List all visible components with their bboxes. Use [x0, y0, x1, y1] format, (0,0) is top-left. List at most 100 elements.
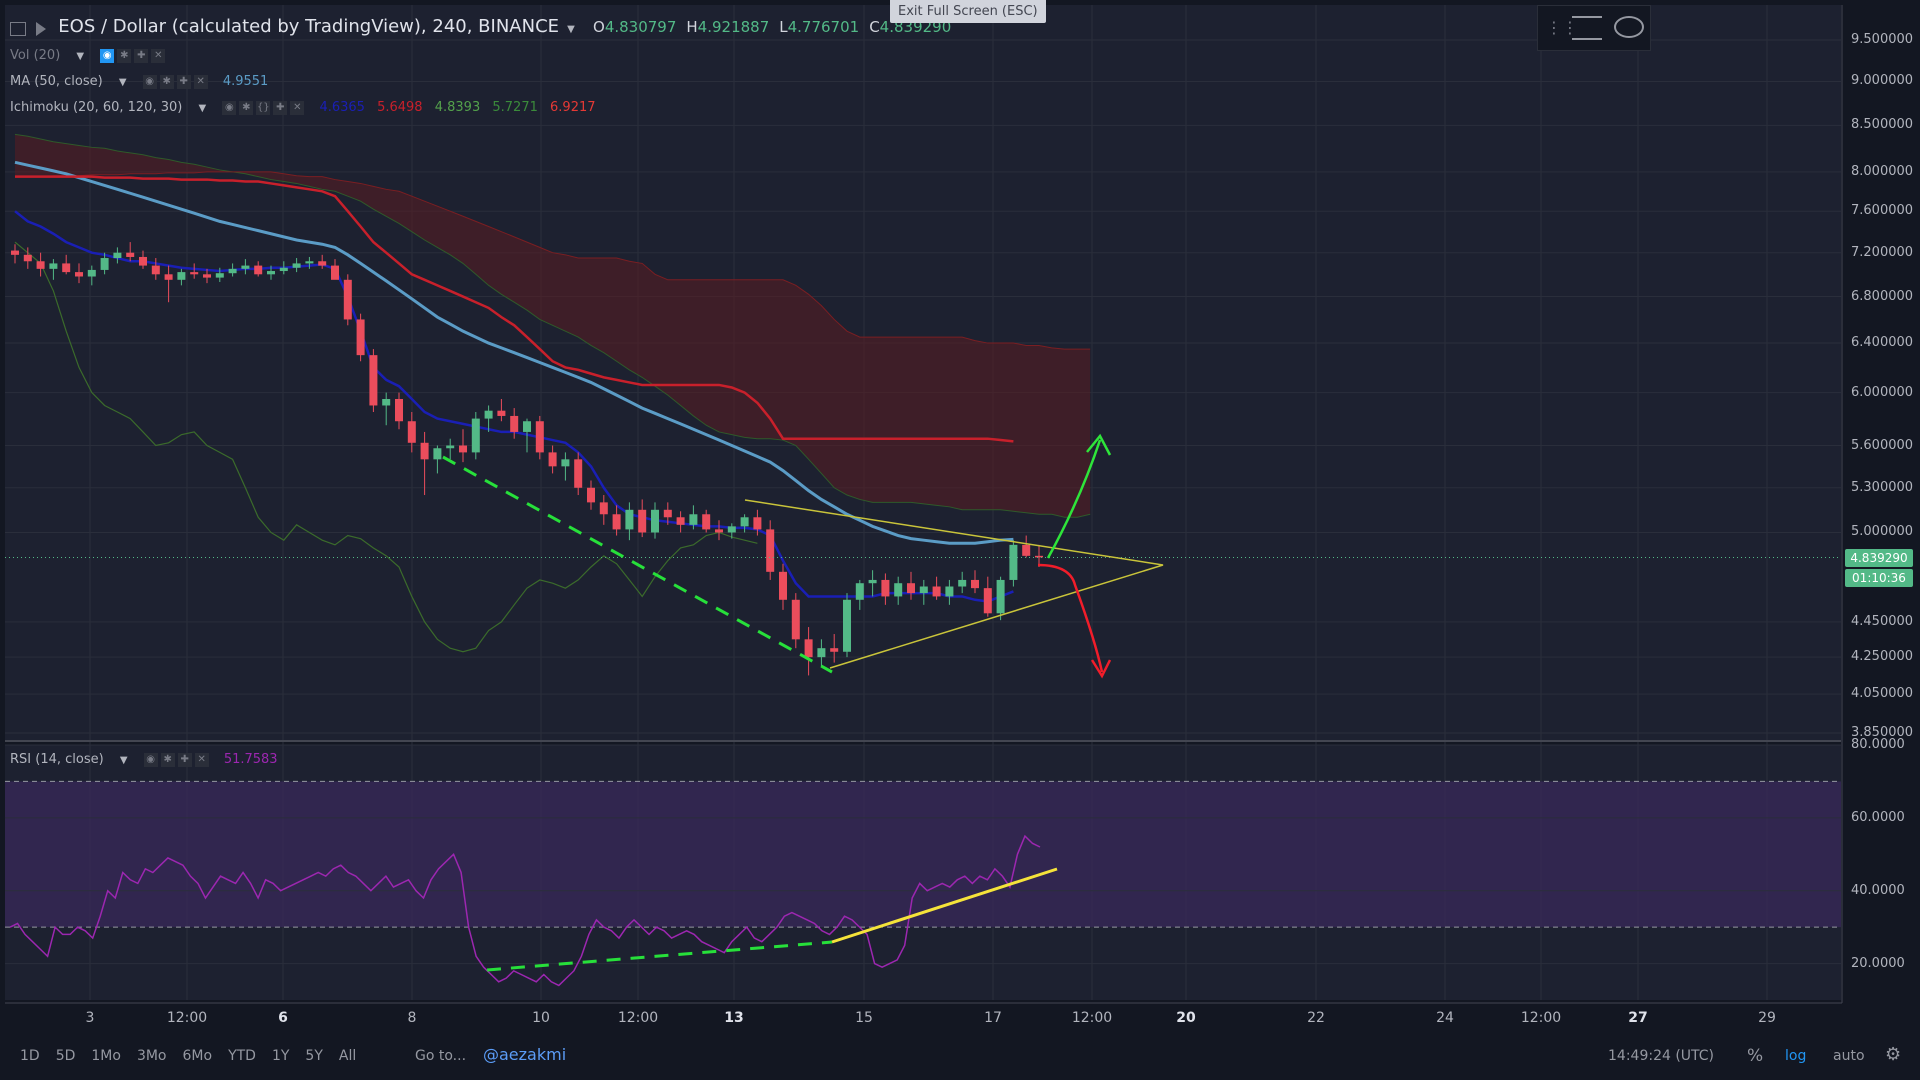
time-axis-label: 27 [1628, 1010, 1648, 1026]
chevron-down-icon[interactable]: ▼ [118, 77, 127, 88]
candle-body [126, 252, 135, 257]
price-axis-label: 9.000000 [1851, 73, 1914, 89]
price-axis-label: 7.200000 [1851, 244, 1914, 260]
vol-label[interactable]: Vol (20) [10, 48, 61, 63]
symbol-title[interactable]: EOS / Dollar (calculated by TradingView)… [58, 16, 560, 37]
timeframe-button-1d[interactable]: 1D [20, 1048, 40, 1064]
candle-body [766, 529, 775, 572]
time-axis-label: 24 [1436, 1010, 1454, 1026]
candle-body [1022, 544, 1031, 556]
exit-fullscreen-button[interactable]: Exit Full Screen (ESC) [890, 0, 1046, 23]
bottom-toolbar: 1D 5D 1Mo 3Mo 6Mo YTD 1Y 5Y All Go to... @aezakm… [5, 1040, 1915, 1075]
price-axis-label: 8.000000 [1851, 163, 1914, 179]
rsi-label[interactable]: RSI (14, close) [10, 752, 104, 767]
candle-body [702, 514, 711, 530]
rsi-legend: RSI (14, close) ▼ ◉ ✱ ✚ ✕ 51.7583 [10, 752, 286, 767]
candle-body [23, 254, 32, 262]
author-link[interactable]: @aezakmi [483, 1045, 567, 1064]
candle-body [113, 252, 122, 259]
candle-body [676, 517, 685, 525]
eye-icon[interactable]: ◉ [143, 752, 158, 767]
chevron-down-icon[interactable]: ▼ [76, 51, 85, 62]
cloud-span-a-line [14, 133, 1091, 518]
gear-icon[interactable]: ✱ [239, 100, 254, 115]
gear-icon[interactable]: ⚙ [1885, 1044, 1902, 1065]
more-icon[interactable]: ✚ [273, 100, 288, 115]
candle-body [190, 272, 199, 275]
eye-icon[interactable]: ◉ [222, 100, 237, 115]
candle-body [471, 418, 480, 453]
candle-body [907, 583, 915, 594]
gear-icon[interactable]: ✱ [159, 74, 174, 89]
price-axis-label: 4.250000 [1851, 649, 1914, 665]
price-axis-label: 9.500000 [1851, 32, 1914, 47]
vol-buttons[interactable]: ◉ ✱ ✚ ✕ [100, 48, 168, 63]
ichimoku-label[interactable]: Ichimoku (20, 60, 120, 30) [10, 100, 183, 115]
code-icon[interactable]: {} [256, 100, 271, 115]
ichimoku-cloud [15, 134, 1091, 518]
clock: 14:49:24 (UTC) [1608, 1048, 1715, 1064]
price-axis-label: 7.600000 [1851, 203, 1914, 219]
price-axis-label: 4.050000 [1851, 686, 1914, 702]
auto-toggle[interactable]: auto [1833, 1048, 1865, 1064]
shape-icon[interactable] [1614, 16, 1644, 38]
candle-body [689, 514, 698, 525]
chevron-down-icon[interactable]: ▼ [198, 103, 207, 114]
candle-body [843, 599, 851, 652]
chevron-down-icon[interactable]: ▼ [119, 755, 128, 766]
more-icon[interactable]: ✚ [176, 74, 191, 89]
rsi-buttons[interactable]: ◉ ✱ ✚ ✕ [143, 752, 212, 767]
timeframe-button-5y[interactable]: 5Y [305, 1048, 323, 1064]
list-icon[interactable] [1572, 16, 1602, 40]
chevron-down-icon[interactable]: ▼ [567, 24, 575, 35]
timeframe-button-5d[interactable]: 5D [55, 1048, 76, 1064]
ichimoku-buttons[interactable]: ◉ ✱{} ✚ ✕ [222, 100, 307, 115]
close-icon[interactable]: ✕ [290, 100, 305, 115]
time-axis-label: 8 [407, 1010, 417, 1026]
time-axis-label: 12:00 [166, 1010, 208, 1026]
ohlc-value-o: 4.830797 [604, 18, 677, 36]
drag-handle-icon[interactable]: ⋮⋮ [1546, 18, 1578, 37]
ma-legend: MA (50, close) ▼ ◉ ✱ ✚ ✕ 4.9551 [10, 74, 276, 89]
candle-body [510, 415, 519, 432]
timeframe-button-1mo[interactable]: 1Mo [91, 1048, 121, 1064]
eye-icon[interactable]: ◉ [142, 74, 157, 89]
timeframe-button-3mo[interactable]: 3Mo [136, 1048, 167, 1064]
price-axis-label: 8.500000 [1851, 117, 1914, 133]
timeframe-button-6mo[interactable]: 6Mo [182, 1048, 213, 1064]
gear-icon[interactable]: ✱ [117, 48, 132, 63]
ma-label[interactable]: MA (50, close) [10, 74, 103, 89]
ichimoku-value-span-a: 5.7271 [492, 100, 538, 115]
close-icon[interactable]: ✕ [151, 48, 166, 63]
current-price-tag: 4.839290 [1845, 548, 1913, 567]
timeframe-button-ytd[interactable]: YTD [228, 1048, 256, 1064]
percent-toggle[interactable]: % [1747, 1046, 1764, 1066]
candle-body [740, 517, 749, 527]
candle-body [804, 639, 813, 658]
price-axis-label: 3.850000 [1851, 725, 1914, 740]
close-icon[interactable]: ✕ [193, 74, 208, 89]
candle-body [356, 319, 365, 356]
candle-body [62, 263, 71, 273]
goto-button[interactable]: Go to... [415, 1048, 467, 1064]
candle-body [574, 459, 583, 488]
eye-icon[interactable]: ◉ [100, 48, 115, 63]
candle-body [663, 509, 672, 518]
ichimoku-value-base: 5.6498 [377, 100, 423, 115]
gear-icon[interactable]: ✱ [160, 752, 175, 767]
log-toggle[interactable]: log [1785, 1048, 1807, 1064]
price-axis-label: 6.000000 [1851, 384, 1914, 400]
more-icon[interactable]: ✚ [177, 752, 192, 767]
rsi-axis-label: 40.0000 [1851, 882, 1905, 898]
more-icon[interactable]: ✚ [134, 48, 149, 63]
ma-buttons[interactable]: ◉ ✱ ✚ ✕ [142, 74, 211, 89]
candle-body [75, 272, 83, 277]
timeframe-button-all[interactable]: All [338, 1048, 357, 1064]
time-axis-label: 6 [278, 1010, 288, 1026]
close-icon[interactable]: ✕ [194, 752, 209, 767]
collapse-icon[interactable] [10, 21, 26, 36]
candle-body [638, 509, 647, 533]
timeframe-button-1y[interactable]: 1Y [271, 1048, 290, 1064]
ma50-line [14, 160, 1014, 545]
